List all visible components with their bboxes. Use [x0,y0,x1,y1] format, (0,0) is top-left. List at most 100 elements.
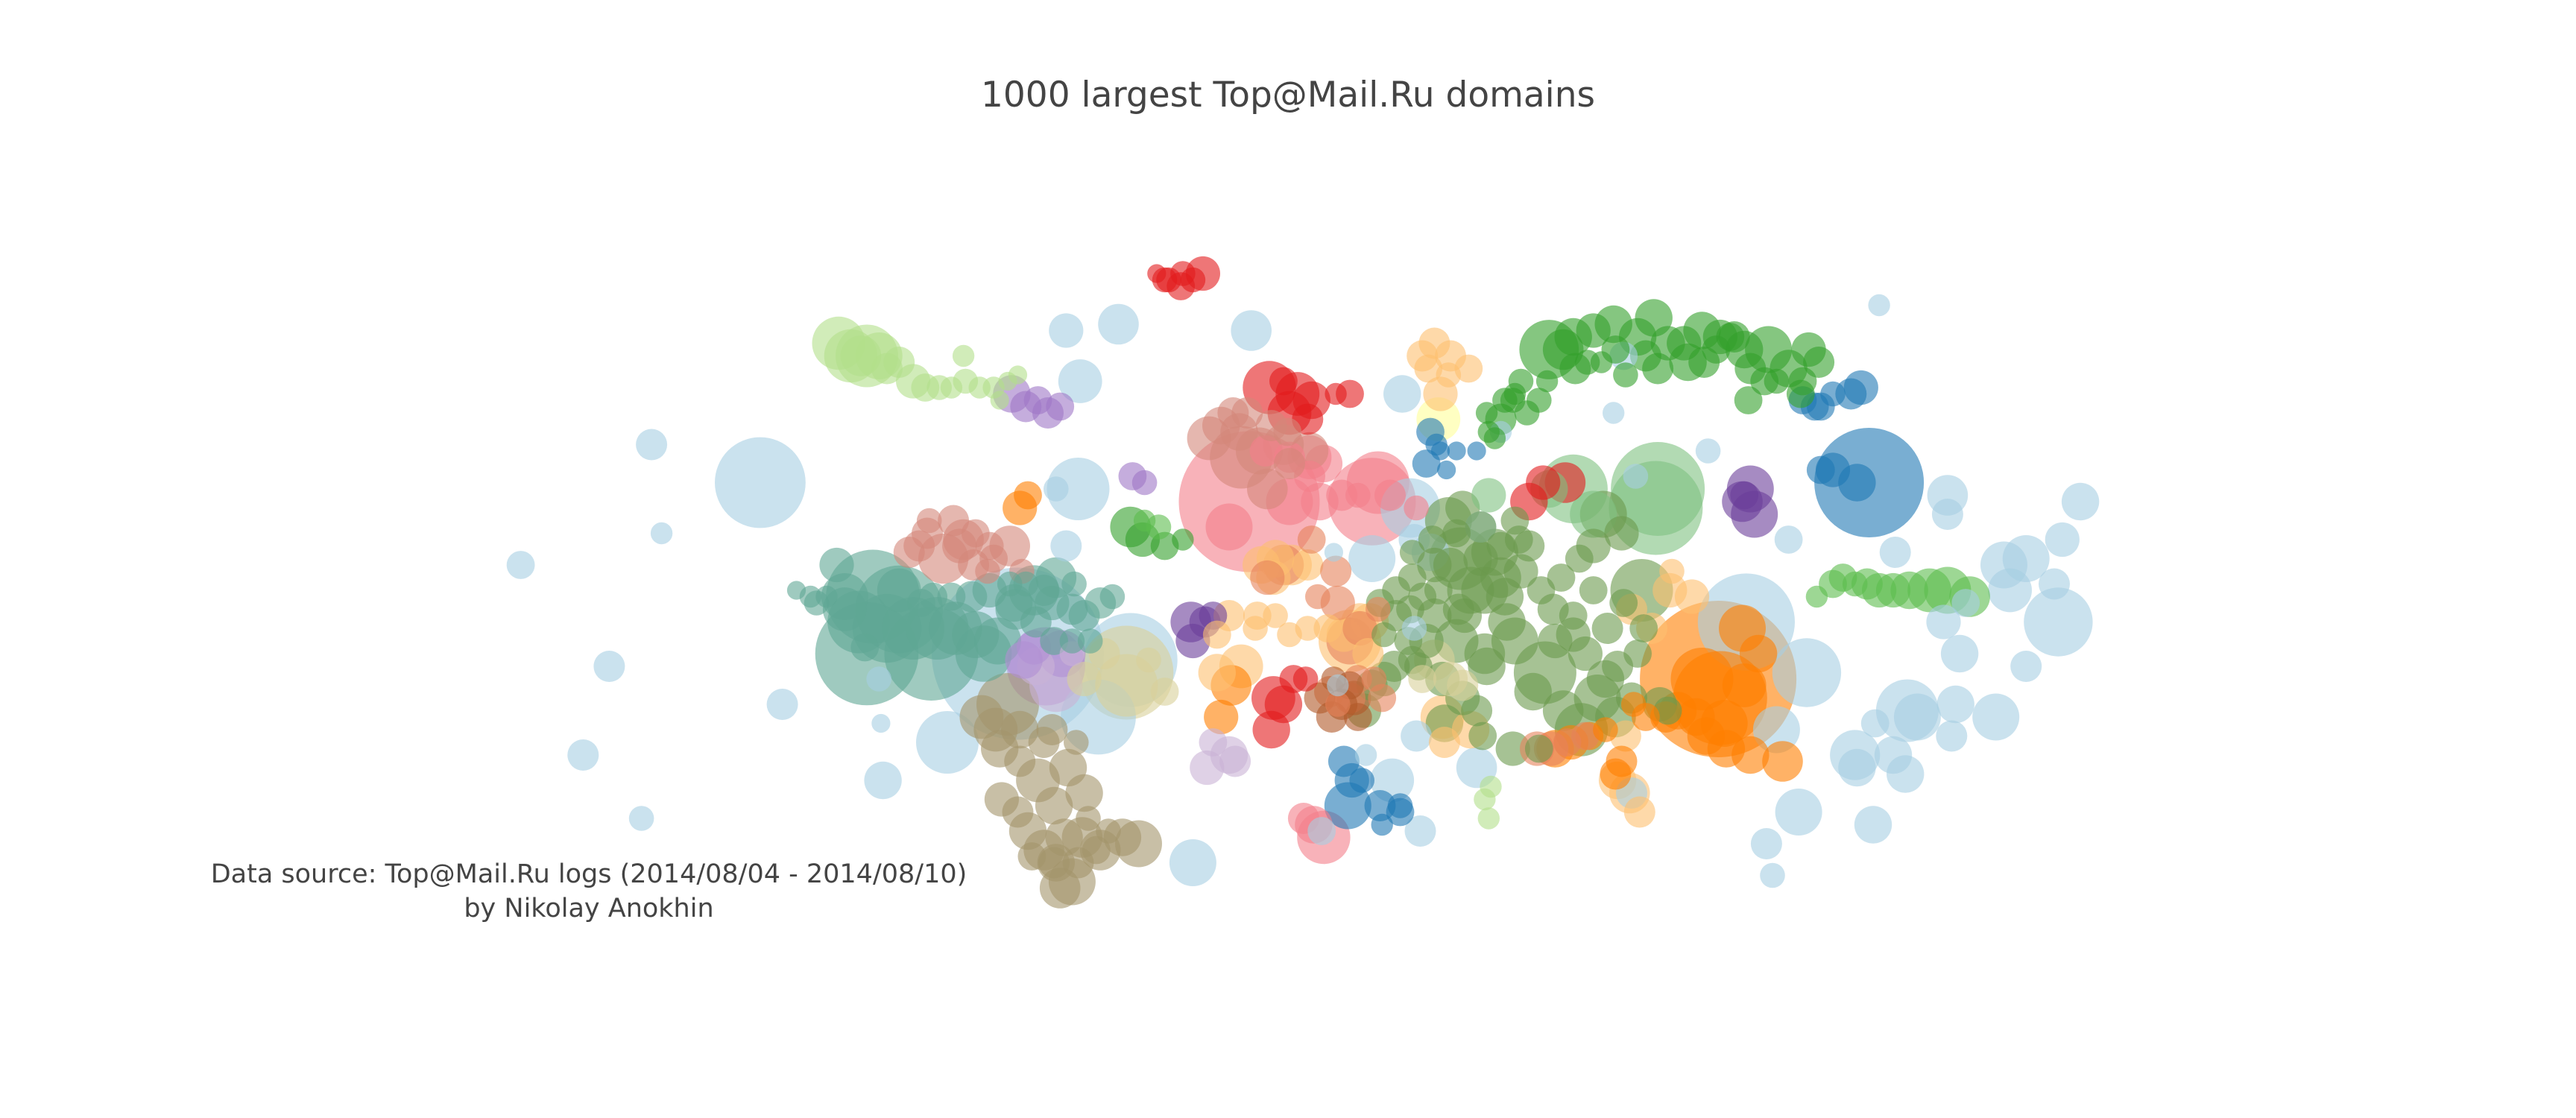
domain-bubble-18-28[interactable] [1004,745,1036,777]
domain-bubble-0-57[interactable] [2061,482,2100,521]
domain-bubble-0-56[interactable] [2010,651,2042,682]
domain-bubble-3-34[interactable] [1734,386,1763,414]
domain-bubble-18-21[interactable] [1038,847,1070,879]
domain-bubble-8-17[interactable] [1404,495,1429,521]
domain-bubble-0-25[interactable] [1401,720,1433,752]
domain-bubble-0-69[interactable] [1774,525,1803,554]
domain-bubble-7-11[interactable] [1269,367,1298,396]
domain-bubble-1-3[interactable] [1806,455,1835,484]
domain-bubble-14-14[interactable] [1361,666,1387,692]
domain-bubble-0-71[interactable] [1623,464,1649,489]
domain-bubble-8-5[interactable] [1345,482,1371,508]
domain-bubble-4-59[interactable] [1424,576,1453,604]
domain-bubble-0-49[interactable] [1860,709,1890,738]
domain-bubble-5-9[interactable] [1805,585,1828,608]
domain-bubble-4-40[interactable] [1579,576,1608,604]
domain-bubble-4-71[interactable] [1604,516,1639,551]
domain-bubble-0-65[interactable] [1401,616,1427,641]
domain-bubble-0-59[interactable] [1879,537,1911,568]
domain-bubble-12-17[interactable] [1295,616,1321,641]
domain-bubble-4-78[interactable] [1504,525,1533,554]
domain-bubble-2-10[interactable] [940,376,963,399]
domain-bubble-0-4[interactable] [636,429,668,461]
domain-bubble-18-29[interactable] [1036,714,1068,745]
domain-bubble-4-60[interactable] [1371,622,1397,648]
domain-bubble-1-13[interactable] [1387,793,1413,818]
domain-bubble-3-14[interactable] [1642,353,1674,385]
domain-bubble-12-9[interactable] [1428,727,1460,758]
domain-bubble-0-68[interactable] [1926,604,1961,639]
domain-bubble-19-2[interactable] [1067,661,1102,697]
domain-bubble-0-34[interactable] [1752,706,1800,754]
domain-bubble-12-18[interactable] [1313,614,1342,642]
domain-bubble-2-6[interactable] [883,347,915,378]
domain-bubble-0-2[interactable] [567,739,599,771]
domain-bubble-13-17[interactable] [1014,481,1042,510]
domain-bubble-14-12[interactable] [1366,596,1391,622]
domain-bubble-13-25[interactable] [1600,758,1632,790]
domain-bubble-16-26[interactable] [1274,448,1305,479]
domain-bubble-0-73[interactable] [1050,530,1082,562]
domain-bubble-0-22[interactable] [1307,817,1336,845]
domain-bubble-18-26[interactable] [1082,836,1111,865]
domain-bubble-18-8[interactable] [1035,786,1073,825]
domain-bubble-0-66[interactable] [1327,674,1349,697]
domain-bubble-0-43[interactable] [1931,499,1963,530]
domain-bubble-0-47[interactable] [1951,589,1980,617]
domain-bubble-12-4[interactable] [1436,362,1462,388]
domain-bubble-14-5[interactable] [1342,610,1377,646]
domain-bubble-12-33[interactable] [1674,579,1710,614]
domain-bubble-4-75[interactable] [1433,547,1468,583]
domain-bubble-1-23[interactable] [1430,441,1450,461]
domain-bubble-1-8[interactable] [1820,381,1846,407]
domain-bubble-17-15[interactable] [1099,584,1126,610]
domain-bubble-1-15[interactable] [1328,745,1360,777]
domain-bubble-4-64[interactable] [1565,544,1594,573]
domain-bubble-18-24[interactable] [1096,818,1121,844]
domain-bubble-0-1[interactable] [593,651,625,682]
domain-bubble-3-38[interactable] [1613,362,1638,388]
domain-bubble-12-34[interactable] [1659,558,1685,584]
domain-bubble-0-42[interactable] [1940,634,1979,673]
domain-bubble-0-8[interactable] [864,761,902,800]
domain-bubble-0-46[interactable] [2024,587,2093,657]
domain-bubble-4-24[interactable] [1442,519,1471,548]
domain-bubble-19-9[interactable] [1408,665,1437,693]
domain-bubble-12-22[interactable] [1352,638,1384,669]
domain-bubble-17-18[interactable] [1077,628,1103,654]
domain-bubble-1-22[interactable] [1447,441,1466,461]
domain-bubble-17-24[interactable] [907,589,935,617]
domain-bubble-4-49[interactable] [1461,695,1493,727]
domain-bubble-16-13[interactable] [961,519,990,548]
domain-bubble-0-64[interactable] [1354,744,1377,766]
domain-bubble-7-20[interactable] [1252,710,1290,749]
domain-bubble-13-19[interactable] [1204,699,1239,735]
domain-bubble-4-43[interactable] [1623,639,1652,668]
domain-bubble-0-40[interactable] [1838,748,1876,787]
domain-bubble-8-1[interactable] [1205,503,1253,551]
domain-bubble-3-42[interactable] [1514,400,1540,426]
domain-bubble-16-25[interactable] [1273,417,1302,446]
domain-bubble-4-45[interactable] [1629,614,1658,642]
domain-bubble-18-22[interactable] [1017,842,1046,871]
domain-bubble-3-3[interactable] [1576,313,1611,348]
domain-bubble-0-17[interactable] [1049,313,1084,348]
domain-bubble-8-12[interactable] [1249,435,1281,467]
domain-bubble-13-9[interactable] [1722,663,1767,707]
domain-bubble-18-9[interactable] [1002,796,1034,828]
domain-bubble-7-6[interactable] [1147,264,1167,283]
domain-bubble-1-6[interactable] [1835,378,1867,410]
domain-bubble-15-3[interactable] [1343,703,1372,731]
domain-bubble-12-12[interactable] [1198,654,1237,692]
domain-bubble-4-32[interactable] [1542,690,1584,731]
domain-bubble-17-34[interactable] [786,581,806,600]
domain-bubble-0-60[interactable] [1868,294,1890,317]
domain-bubble-3-41[interactable] [1535,370,1559,393]
domain-bubble-14-10[interactable] [1305,584,1330,610]
domain-bubble-19-5[interactable] [1150,678,1179,706]
domain-bubble-0-61[interactable] [1760,862,1785,888]
domain-bubble-18-30[interactable] [1064,730,1089,755]
domain-bubble-4-55[interactable] [1486,578,1524,616]
domain-bubble-0-75[interactable] [871,713,891,733]
domain-bubble-0-74[interactable] [1044,476,1069,502]
